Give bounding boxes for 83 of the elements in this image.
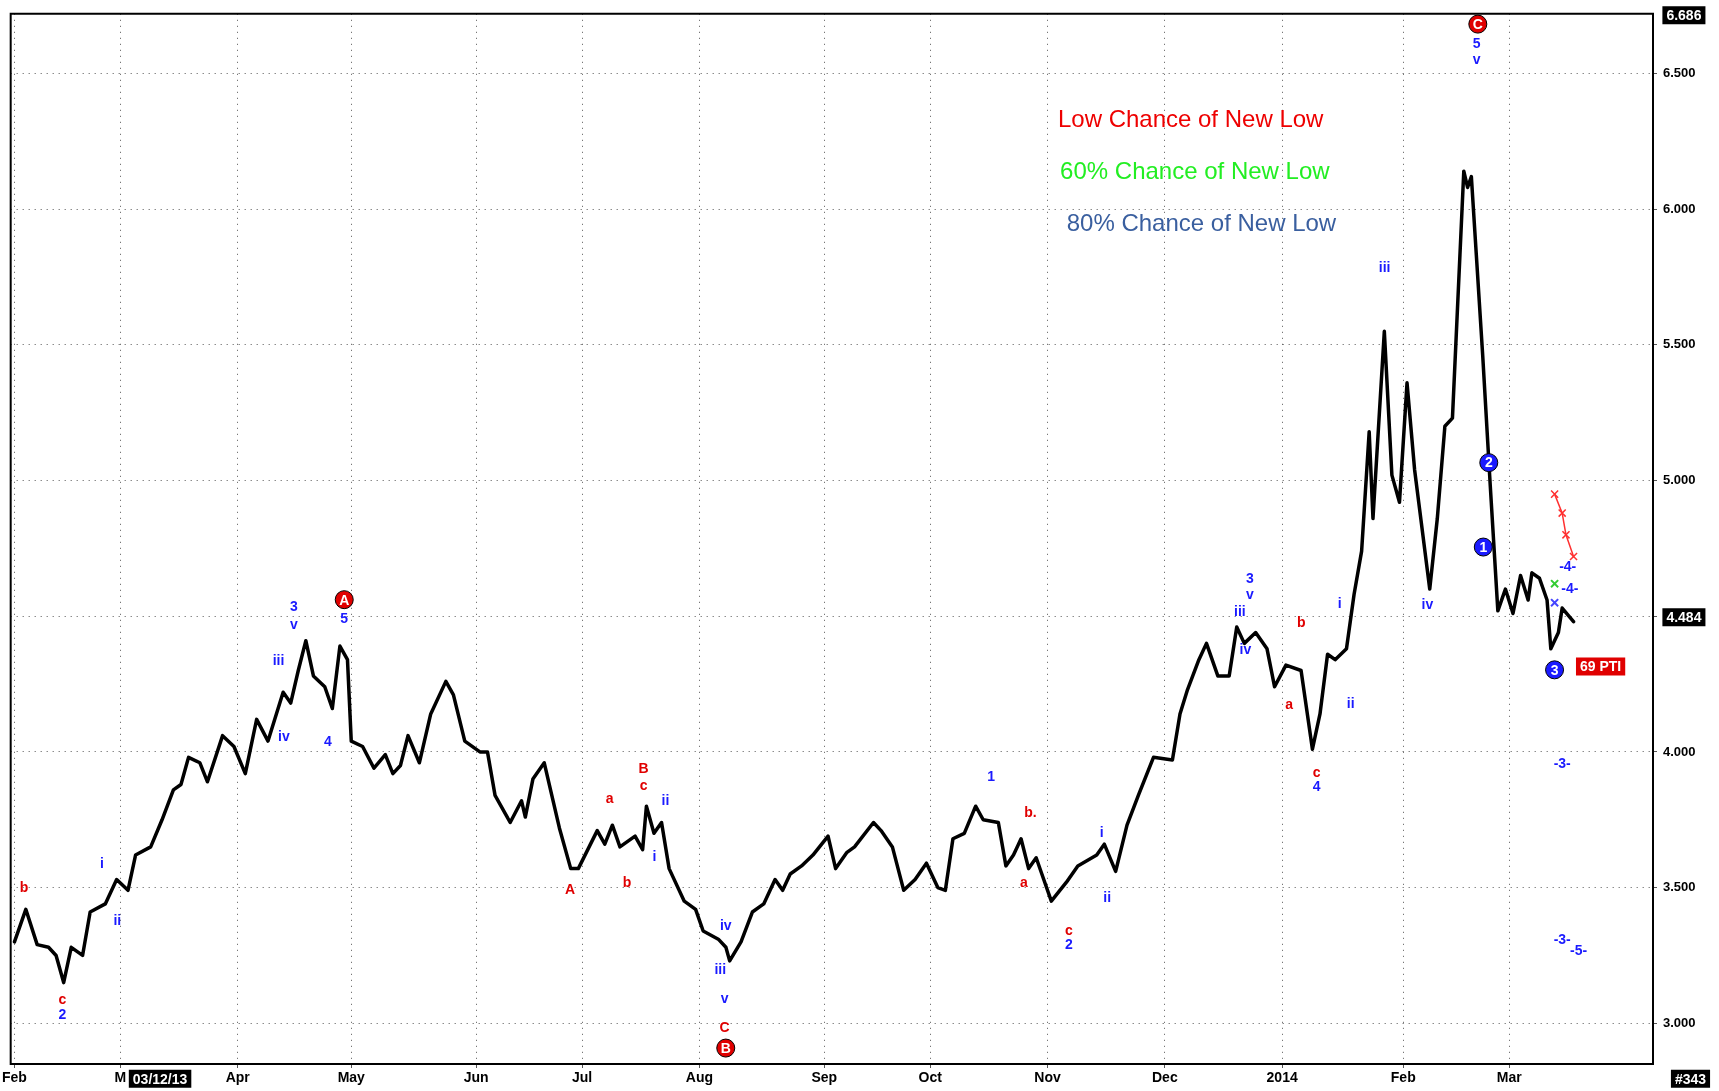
annotation: ii [113, 911, 122, 928]
annotation: v [720, 989, 729, 1006]
x-tick-label: 2014 [1266, 1069, 1298, 1086]
annotation: -3- [1553, 931, 1572, 948]
annotation: b [19, 878, 29, 895]
x-tick-label: Jul [571, 1069, 593, 1086]
annotation: iv [278, 727, 290, 744]
annotation: i [100, 854, 104, 871]
text: #343 [1674, 1070, 1707, 1087]
annotation: iii [1378, 259, 1391, 276]
text: 6.686 [1666, 7, 1702, 24]
x-tick-label: Nov [1034, 1069, 1061, 1086]
annotation: iii [1234, 602, 1246, 619]
annotation: 5 [340, 610, 349, 627]
annotation: ii [661, 792, 670, 809]
annotation: -5- [1570, 942, 1588, 959]
annotation: 2 [1484, 454, 1493, 471]
x-tick-label: Feb [2, 1069, 27, 1086]
annotation: v [1472, 51, 1481, 68]
y-tick-label: 5.000 [1663, 472, 1696, 488]
x-tick-label: Mar [1496, 1069, 1523, 1086]
annotation: iii [714, 961, 727, 978]
annotation: a [1285, 695, 1294, 712]
annotation: C [719, 1019, 730, 1036]
annotation: a [605, 790, 614, 807]
annotation: -4- [1559, 557, 1577, 574]
annotation: 4 [323, 733, 332, 750]
y-tick-label: 3.000 [1663, 1014, 1696, 1030]
annotation: 1 [987, 768, 996, 785]
annotation: c [1312, 763, 1321, 780]
annotation: 69 PTI [1579, 658, 1622, 675]
y-tick-label: 6.000 [1663, 200, 1696, 216]
annotation: -3- [1553, 754, 1572, 771]
annotation: c [1065, 921, 1073, 938]
x-tick-label: May [337, 1069, 366, 1086]
annotation: A [565, 881, 576, 898]
annotation: 3 [1245, 569, 1254, 586]
text: 03/12/13 [132, 1070, 188, 1087]
annotation: b. [1024, 804, 1037, 821]
x-tick-label: M [114, 1069, 127, 1086]
annotation: 3 [1550, 661, 1559, 678]
annotation: i [1099, 824, 1104, 841]
y-tick-label: 4.000 [1663, 743, 1696, 759]
annotation: 80% Chance of New Low [1066, 209, 1337, 237]
annotation: v [289, 615, 298, 632]
annotation: A [339, 591, 350, 608]
annotation: 5 [1472, 34, 1481, 51]
annotation: b [622, 874, 632, 891]
annotation: C [1472, 15, 1483, 32]
annotation: ii [1103, 888, 1112, 905]
y-tick-label: 3.500 [1663, 879, 1696, 895]
annotation: 3 [289, 598, 298, 615]
annotation: iv [1239, 640, 1252, 657]
text: 4.484 [1666, 609, 1702, 626]
annotation: B [720, 1039, 731, 1056]
annotation: 2 [1065, 935, 1073, 952]
annotation: 1 [1479, 538, 1488, 555]
annotation: b [1297, 613, 1306, 630]
annotation: v [1245, 586, 1254, 603]
annotation: 4 [1312, 778, 1321, 794]
annotation: iv [1421, 596, 1434, 613]
annotation: -4- [1561, 579, 1579, 596]
annotation: Low Chance of New Low [1057, 105, 1325, 133]
x-tick-label: Dec [1152, 1069, 1178, 1086]
x-tick-label: Aug [685, 1069, 714, 1086]
annotation: iii [272, 651, 285, 668]
annotation: a [1020, 874, 1029, 891]
x-tick-label: Jun [463, 1069, 489, 1086]
x-tick-label: Sep [811, 1069, 838, 1086]
x-tick-label: Apr [225, 1069, 251, 1086]
annotation: c [639, 776, 648, 793]
annotation: iv [719, 917, 732, 934]
y-tick-label: 6.500 [1663, 65, 1696, 81]
annotation: c [58, 990, 67, 1007]
annotation: ii [1346, 694, 1355, 711]
annotation: 60% Chance of New Low [1060, 156, 1331, 184]
annotation: 2 [58, 1006, 67, 1023]
annotation: i [1337, 594, 1342, 611]
annotation: B [638, 760, 649, 777]
y-tick-label: 5.500 [1663, 336, 1696, 352]
x-tick-label: Feb [1390, 1069, 1416, 1086]
annotation: i [652, 848, 657, 865]
x-tick-label: Oct [918, 1069, 943, 1086]
